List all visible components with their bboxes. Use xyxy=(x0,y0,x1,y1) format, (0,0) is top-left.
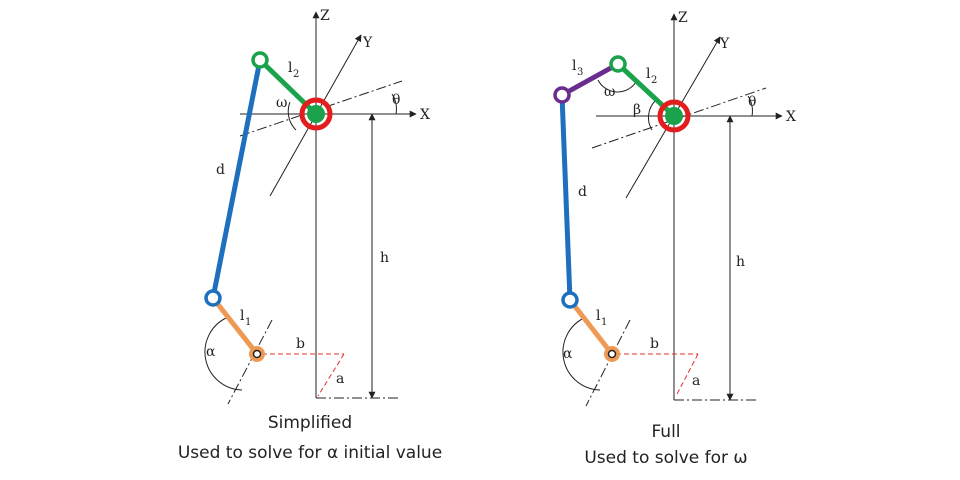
right-joint-l3-d xyxy=(553,86,571,104)
left-motor-hub xyxy=(307,105,325,123)
right-diagram: Z Y X θ ω β l 3 l 2 d h l 1 α b a Full U… xyxy=(553,10,796,468)
right-motor-hub xyxy=(665,107,683,125)
right-label-z: Z xyxy=(678,10,688,26)
right-link-l1 xyxy=(568,298,614,356)
right-label-omega: ω xyxy=(604,84,615,100)
left-label-omega: ω xyxy=(276,95,287,111)
left-link-l1 xyxy=(211,296,259,356)
left-caption-subtitle: Used to solve for α initial value xyxy=(178,443,442,463)
right-joint-d-l1 xyxy=(561,291,579,309)
left-alpha-arc xyxy=(204,317,243,391)
right-caption-subtitle: Used to solve for ω xyxy=(584,448,747,468)
right-label-l1-sub: 1 xyxy=(601,317,607,328)
right-label-l3: l xyxy=(572,58,577,74)
right-omega-arc xyxy=(597,79,637,93)
left-label-x: X xyxy=(420,107,430,123)
left-label-h: h xyxy=(380,250,389,266)
right-rod-d xyxy=(559,94,573,301)
left-label-a: a xyxy=(336,371,344,387)
right-label-b: b xyxy=(650,336,659,352)
left-label-l2: l xyxy=(288,60,293,76)
left-label-d: d xyxy=(216,162,225,178)
right-beta-arc xyxy=(648,99,657,131)
left-a-line xyxy=(317,353,345,397)
left-label-theta: θ xyxy=(392,92,400,108)
right-label-h: h xyxy=(736,254,745,270)
left-label-l1-sub: 1 xyxy=(245,317,251,328)
right-label-y: Y xyxy=(719,36,730,52)
left-label-b: b xyxy=(296,336,305,352)
right-alpha-arc xyxy=(562,317,601,391)
right-theta-arc xyxy=(747,95,753,117)
left-omega-arc xyxy=(287,101,297,131)
right-caption-title: Full xyxy=(651,422,680,442)
left-crank-pin xyxy=(252,349,262,359)
left-diagram: Z Y X θ ω l 2 d h l 1 α b a Simplified U… xyxy=(178,8,442,463)
left-label-alpha: α xyxy=(206,344,216,360)
left-joint-l2-d xyxy=(251,51,269,69)
left-label-l2-sub: 2 xyxy=(293,69,299,80)
left-joint-d-l1 xyxy=(204,289,222,307)
left-label-y: Y xyxy=(362,35,373,51)
left-label-z: Z xyxy=(320,8,330,24)
right-label-l3-sub: 3 xyxy=(577,67,583,78)
right-label-beta: β xyxy=(633,102,641,118)
left-alpha-ref-line xyxy=(227,319,273,405)
right-label-d: d xyxy=(578,184,587,200)
right-label-theta: θ xyxy=(748,94,756,110)
right-label-l2: l xyxy=(646,66,651,82)
right-label-a: a xyxy=(692,373,700,389)
left-caption-title: Simplified xyxy=(268,413,352,433)
left-label-l1: l xyxy=(240,308,245,324)
right-label-l1: l xyxy=(596,308,601,324)
right-link-l3 xyxy=(560,61,620,98)
right-label-l2-sub: 2 xyxy=(651,75,657,86)
left-motor-joint xyxy=(299,97,333,131)
right-alpha-ref-line xyxy=(585,319,631,407)
left-theta-arc xyxy=(391,93,397,115)
left-rod-d xyxy=(210,59,263,299)
right-motor-joint xyxy=(657,99,691,133)
right-joint-l2-l3 xyxy=(609,55,627,73)
right-label-alpha: α xyxy=(563,346,573,362)
right-crank-pin xyxy=(607,349,617,359)
right-label-x: X xyxy=(786,109,796,125)
